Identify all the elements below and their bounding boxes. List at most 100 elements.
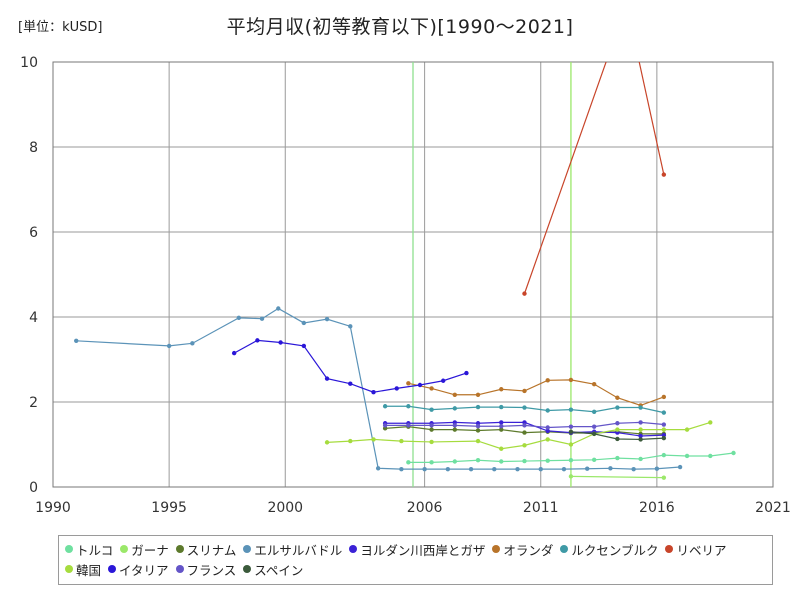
data-point [591, 431, 597, 437]
series-7 [522, 34, 667, 296]
x-tick-label: 2000 [267, 500, 303, 516]
data-point [382, 423, 388, 428]
data-point [615, 436, 620, 442]
data-point [545, 425, 550, 430]
legend-swatch [560, 545, 569, 553]
data-point [499, 446, 504, 451]
y-tick-label: 6 [29, 225, 38, 241]
data-point [568, 377, 574, 383]
data-point [375, 466, 381, 471]
legend-swatch [65, 565, 73, 573]
data-point [429, 423, 434, 428]
legend-label: ルクセンブルク [571, 542, 659, 558]
series-1 [568, 474, 667, 480]
data-point [661, 422, 667, 427]
legend-item: ヨルダン川西岸とガザ [349, 539, 485, 559]
data-point [568, 429, 574, 434]
data-point [708, 453, 713, 459]
data-point [615, 395, 620, 400]
series-11 [568, 429, 667, 442]
data-point [499, 387, 504, 392]
y-tick-label: 10 [20, 55, 38, 71]
series-6 [382, 404, 667, 415]
data-point [631, 34, 635, 38]
legend-item: ガーナ [120, 539, 169, 559]
data-point [568, 458, 574, 463]
data-point [499, 459, 504, 464]
data-point [568, 442, 574, 447]
legend-item: イタリア [108, 559, 169, 579]
data-point [445, 466, 451, 472]
data-point [371, 437, 376, 442]
legend-label: 韓国 [76, 562, 102, 578]
data-point [591, 424, 597, 429]
data-point [422, 466, 427, 472]
legend-label: フランス [186, 562, 237, 578]
legend-label: ガーナ [131, 542, 169, 558]
data-point [301, 343, 307, 349]
data-point [406, 460, 411, 465]
data-point [475, 428, 481, 433]
x-tick-label: 2006 [407, 500, 443, 516]
legend-swatch [665, 545, 674, 553]
legend-item: オランダ [492, 539, 553, 559]
data-point [661, 475, 667, 480]
data-point [429, 439, 434, 445]
data-point [522, 458, 527, 464]
series-5 [406, 377, 667, 408]
data-point [561, 466, 567, 472]
data-point [615, 421, 620, 426]
series-line [570, 475, 664, 479]
data-point [236, 315, 242, 321]
data-point [591, 409, 597, 414]
data-point [324, 316, 330, 322]
legend-item: スリナム [175, 539, 236, 559]
data-point [406, 381, 411, 386]
data-point [452, 392, 458, 397]
data-point [301, 320, 307, 326]
legend-swatch [243, 565, 252, 573]
data-point [394, 386, 399, 391]
data-point [429, 407, 434, 412]
data-point [661, 394, 667, 400]
legend-item: 韓国 [65, 559, 101, 579]
data-point [74, 338, 79, 343]
data-point [499, 420, 504, 425]
data-point [499, 404, 504, 410]
axis-ticks: 1990 1995 2000 2006 2011 2016 2021 0 2 4 6 8 10 [20, 55, 791, 516]
legend-item: トルコ [65, 539, 113, 559]
data-point [631, 466, 636, 472]
legend-item: リベリア [665, 539, 727, 559]
data-point [348, 324, 353, 329]
legend-swatch [349, 545, 358, 553]
legend-item: ルクセンブルク [560, 539, 658, 559]
data-point [608, 466, 613, 471]
data-point [615, 405, 620, 410]
data-point [638, 405, 643, 410]
x-tick-label: 2016 [639, 500, 675, 516]
data-point [545, 458, 550, 463]
data-point [452, 427, 458, 432]
data-point [324, 376, 330, 381]
data-point [452, 423, 458, 428]
legend-swatch [175, 565, 184, 573]
data-point [475, 404, 481, 410]
legend-swatch [175, 545, 184, 553]
data-point [638, 456, 643, 462]
data-point [638, 420, 643, 425]
data-point [615, 427, 620, 432]
data-point [731, 450, 736, 456]
data-point [522, 443, 527, 448]
legend-swatch [120, 545, 129, 553]
series-line [327, 421, 711, 450]
legend-swatch [108, 565, 117, 573]
y-tick-label: 4 [29, 310, 38, 326]
y-tick-label: 0 [29, 480, 38, 496]
data-point [440, 378, 446, 383]
data-point [708, 420, 713, 425]
data-point [399, 438, 404, 444]
chart-title: 平均月収(初等教育以下)[1990～2021] [226, 16, 574, 38]
data-point [638, 437, 643, 442]
legend-swatch [492, 545, 501, 553]
data-point [231, 350, 237, 356]
